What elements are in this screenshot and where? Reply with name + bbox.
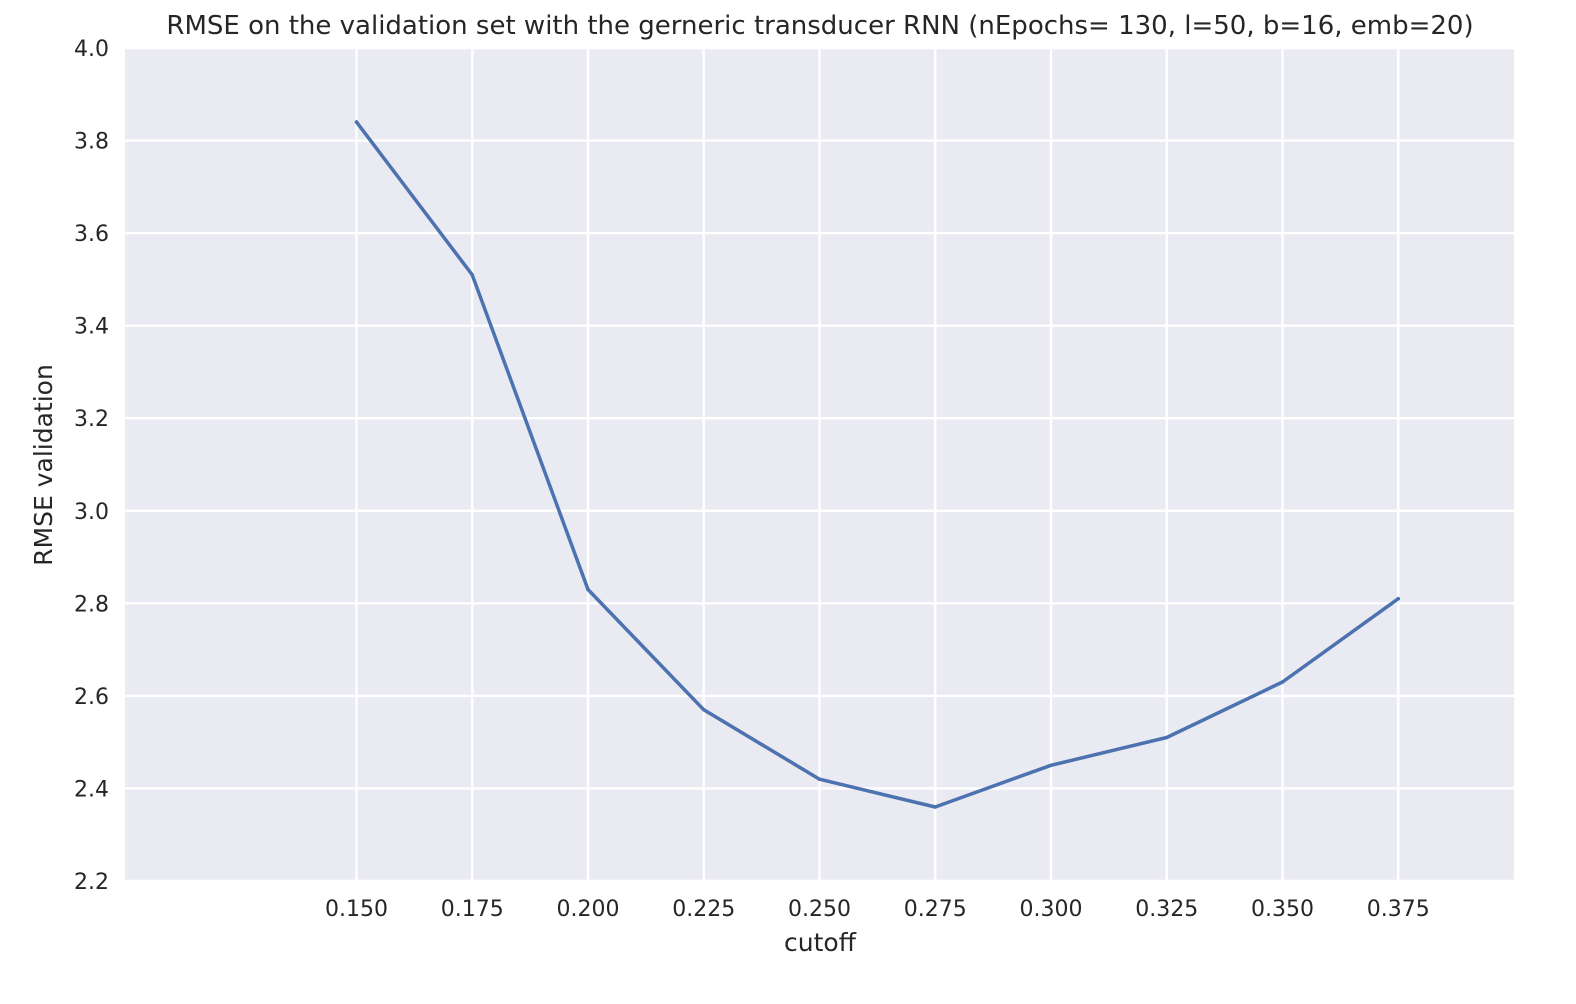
y-tick-label: 3.0 bbox=[74, 500, 109, 525]
grid bbox=[125, 46, 1514, 883]
data-point bbox=[1280, 680, 1285, 684]
data-point bbox=[933, 805, 937, 809]
y-tick-label: 3.8 bbox=[74, 130, 109, 155]
data-point bbox=[470, 273, 474, 277]
x-axis-label: cutoff bbox=[784, 928, 857, 957]
x-tick-label: 0.200 bbox=[557, 897, 620, 922]
x-tick-label: 0.300 bbox=[1020, 897, 1083, 922]
x-tick-label: 0.225 bbox=[672, 897, 735, 922]
x-tick-label: 0.275 bbox=[904, 897, 967, 922]
data-point bbox=[1049, 763, 1053, 768]
data-point bbox=[702, 708, 706, 712]
x-tick-label: 0.325 bbox=[1135, 897, 1198, 922]
data-point bbox=[354, 120, 359, 124]
x-tick-label: 0.375 bbox=[1367, 897, 1430, 922]
y-tick-label: 2.8 bbox=[74, 592, 109, 617]
y-tick-label: 3.4 bbox=[74, 315, 109, 340]
x-tick-label: 0.250 bbox=[788, 897, 851, 922]
series-line bbox=[354, 120, 1401, 809]
y-tick-label: 4.0 bbox=[74, 37, 109, 62]
y-axis-tick-labels: 2.2 2.4 2.6 2.8 3.0 3.2 3.4 3.6 3.8 4.0 bbox=[74, 37, 109, 895]
series-points bbox=[354, 120, 1400, 809]
x-tick-label: 0.150 bbox=[325, 897, 388, 922]
data-point bbox=[817, 777, 822, 781]
y-tick-label: 2.6 bbox=[74, 685, 109, 710]
x-tick-label: 0.350 bbox=[1251, 897, 1314, 922]
data-point bbox=[1165, 735, 1169, 740]
x-axis-tick-labels: 0.150 0.175 0.200 0.225 0.250 0.275 0.300 0.325… bbox=[325, 897, 1430, 922]
data-point bbox=[1396, 596, 1400, 601]
y-tick-label: 3.6 bbox=[74, 222, 109, 247]
y-tick-label: 2.2 bbox=[74, 870, 109, 895]
chart-title: RMSE on the validation set with the gern… bbox=[166, 11, 1473, 41]
y-tick-label: 2.4 bbox=[74, 777, 109, 802]
x-tick-label: 0.175 bbox=[441, 897, 504, 922]
data-point bbox=[586, 587, 590, 592]
y-axis-label: RMSE validation bbox=[29, 364, 58, 566]
y-tick-label: 3.2 bbox=[74, 407, 109, 432]
